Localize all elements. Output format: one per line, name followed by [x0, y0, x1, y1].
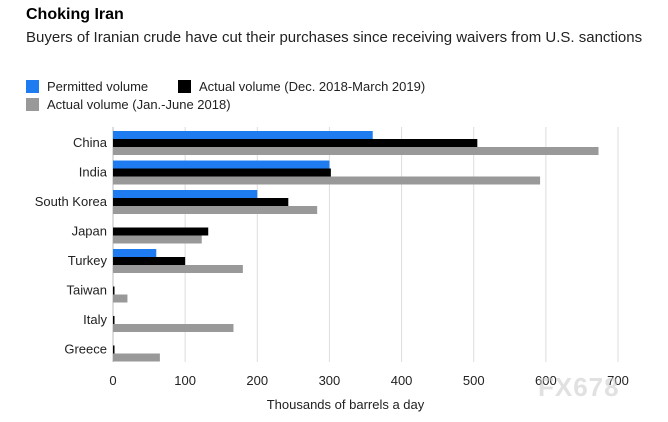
- category-label-italy: Italy: [83, 312, 107, 327]
- watermark: FX678: [538, 372, 620, 402]
- legend-swatch-actual-prior: [26, 98, 39, 111]
- legend-swatch-permitted: [26, 80, 39, 93]
- x-tick-label-0: 0: [109, 373, 116, 388]
- bar-china-series-1: [113, 139, 478, 147]
- bar-taiwan-series-2: [113, 294, 128, 303]
- legend-label-actual-prior: Actual volume (Jan.-June 2018): [47, 97, 231, 112]
- chart-subtitle: Buyers of Iranian crude have cut their p…: [26, 29, 643, 46]
- bar-turkey-series-2: [113, 265, 243, 273]
- category-label-india: India: [79, 165, 108, 180]
- category-label-greece: Greece: [64, 342, 107, 357]
- bar-india-series-1: [113, 168, 331, 177]
- bar-italy-series-1: [113, 316, 115, 324]
- legend-label-actual-recent: Actual volume (Dec. 2018-March 2019): [199, 79, 426, 94]
- x-axis-label: Thousands of barrels a day: [267, 397, 425, 412]
- legend-swatch-actual-recent: [178, 80, 191, 93]
- bar-taiwan-series-1: [113, 286, 115, 295]
- x-tick-label-500: 500: [463, 373, 485, 388]
- bar-india-series-2: [113, 176, 541, 185]
- bar-greece-series-2: [113, 353, 160, 362]
- category-label-south-korea: South Korea: [35, 194, 108, 209]
- bar-south-korea-series-1: [113, 198, 289, 206]
- bar-greece-series-1: [113, 345, 115, 354]
- legend-label-permitted: Permitted volume: [47, 79, 149, 94]
- category-label-china: China: [73, 135, 108, 150]
- legend-item-permitted: Permitted volume: [26, 79, 148, 94]
- bar-india-series-0: [113, 160, 330, 169]
- bar-china-series-2: [113, 147, 599, 155]
- bar-china-series-0: [113, 131, 373, 139]
- category-label-taiwan: Taiwan: [67, 283, 107, 298]
- x-tick-label-300: 300: [319, 373, 341, 388]
- bar-japan-series-2: [113, 235, 202, 244]
- bar-japan-series-1: [113, 227, 209, 236]
- legend-item-actual-recent: Actual volume (Dec. 2018-March 2019): [178, 79, 425, 94]
- legend-item-actual-prior: Actual volume (Jan.-June 2018): [26, 97, 231, 112]
- x-tick-label-700: 700: [607, 373, 629, 388]
- bar-turkey-series-1: [113, 257, 186, 265]
- bar-turkey-series-0: [113, 249, 157, 257]
- category-label-turkey: Turkey: [68, 253, 108, 268]
- x-tick-label-600: 600: [535, 373, 557, 388]
- bar-south-korea-series-2: [113, 206, 318, 214]
- bar-south-korea-series-0: [113, 190, 258, 198]
- x-tick-label-400: 400: [391, 373, 413, 388]
- category-label-japan: Japan: [72, 224, 107, 239]
- chart-title: Choking Iran: [26, 6, 124, 23]
- x-tick-label-200: 200: [246, 373, 268, 388]
- x-tick-label-100: 100: [174, 373, 196, 388]
- bar-italy-series-2: [113, 324, 234, 332]
